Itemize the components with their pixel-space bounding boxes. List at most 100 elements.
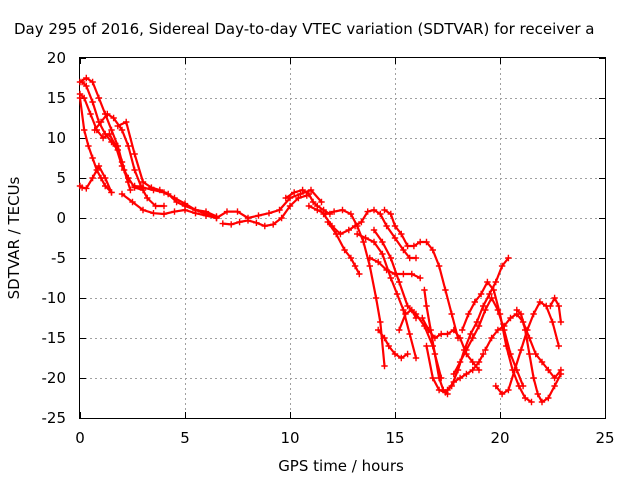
data-point: [370, 238, 378, 246]
data-point: [501, 322, 508, 330]
data-point: [492, 278, 499, 286]
data-point: [480, 350, 487, 358]
data-point: [398, 230, 405, 238]
data-point: [291, 189, 298, 196]
data-point: [213, 214, 220, 222]
data-point: [417, 238, 424, 246]
data-point: [465, 310, 472, 318]
data-point: [305, 202, 313, 210]
data-point: [89, 78, 96, 86]
data-series-18: [375, 326, 411, 362]
data-point: [108, 126, 115, 134]
plot-frame: [79, 57, 606, 419]
data-point: [412, 354, 420, 362]
data-point: [97, 118, 105, 126]
data-point: [139, 206, 147, 214]
data-series-25: [459, 278, 535, 406]
data-point: [234, 208, 241, 215]
data-point: [360, 238, 367, 246]
data-point: [104, 110, 111, 118]
data-point: [488, 294, 495, 302]
data-point: [276, 206, 283, 214]
data-series-1: [76, 94, 115, 196]
x-tick-label: 0: [75, 429, 85, 447]
data-point: [351, 222, 359, 230]
data-point: [219, 220, 226, 227]
data-point: [391, 350, 399, 358]
data-point: [522, 326, 529, 334]
data-point: [129, 198, 136, 206]
data-point: [475, 358, 483, 366]
data-point: [538, 358, 546, 366]
data-series-23: [444, 350, 487, 394]
data-point: [402, 310, 409, 318]
data-series-14: [354, 230, 420, 362]
data-point: [517, 346, 525, 354]
data-point: [366, 262, 373, 270]
data-point: [102, 182, 109, 190]
data-point: [297, 190, 304, 198]
data-point: [118, 190, 126, 198]
data-point: [265, 210, 273, 217]
data-point: [549, 318, 556, 326]
data-point: [347, 210, 355, 218]
data-point: [391, 234, 399, 242]
data-point: [305, 190, 313, 198]
data-point: [102, 130, 109, 138]
data-point: [396, 278, 403, 286]
data-point: [91, 126, 98, 134]
data-point: [551, 374, 558, 382]
data-point: [181, 200, 189, 207]
data-point: [456, 374, 464, 382]
data-point: [114, 122, 121, 130]
data-point: [375, 326, 382, 334]
data-point: [110, 114, 117, 122]
data-point: [228, 221, 235, 228]
data-point: [528, 398, 535, 406]
data-point: [429, 246, 436, 254]
data-point: [511, 366, 518, 374]
data-point: [118, 126, 126, 134]
data-point: [507, 314, 514, 322]
data-point: [324, 218, 331, 226]
data-point: [396, 326, 403, 334]
data-point: [417, 274, 424, 282]
data-point: [423, 342, 430, 350]
data-point: [547, 302, 554, 310]
data-point: [450, 370, 457, 378]
data-point: [123, 118, 130, 126]
data-point: [423, 238, 430, 246]
data-point: [450, 326, 457, 334]
data-point: [498, 262, 506, 270]
data-point: [532, 350, 539, 358]
data-point: [400, 270, 407, 278]
data-point: [387, 254, 394, 262]
data-point: [309, 198, 317, 206]
data-point: [150, 186, 157, 194]
data-point: [89, 154, 96, 162]
data-point: [473, 318, 481, 326]
data-point: [425, 326, 432, 334]
data-point: [444, 386, 451, 394]
data-point: [108, 138, 115, 146]
data-point: [364, 208, 371, 215]
data-point: [490, 286, 497, 294]
x-axis-label: GPS time / hours: [278, 457, 404, 475]
data-point: [93, 166, 100, 174]
data-point: [379, 238, 386, 246]
data-point: [421, 286, 428, 294]
data-point: [383, 222, 390, 230]
data-point: [345, 226, 352, 234]
series-line: [515, 308, 562, 404]
data-point: [347, 254, 355, 262]
data-point: [393, 290, 401, 298]
data-point: [341, 246, 348, 254]
data-point: [261, 222, 268, 230]
data-point: [253, 219, 260, 226]
data-point: [307, 186, 315, 194]
data-point: [492, 382, 499, 390]
data-point: [381, 206, 388, 214]
data-point: [557, 318, 565, 326]
data-point: [377, 318, 384, 326]
